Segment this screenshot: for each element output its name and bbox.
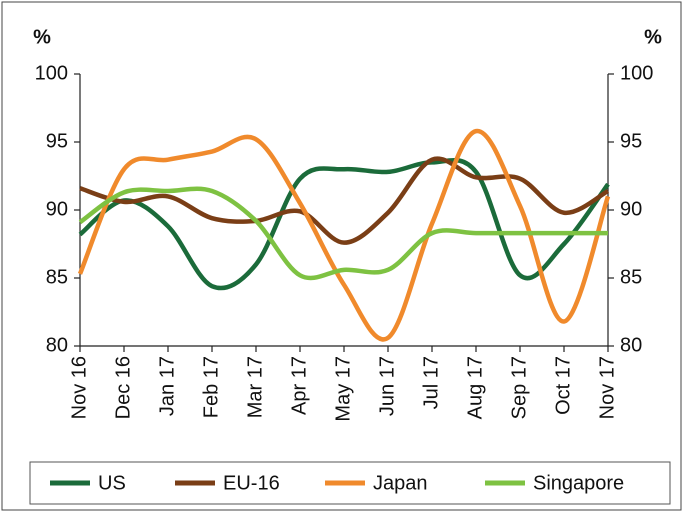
x-tick-label: Nov 16 — [68, 356, 90, 419]
legend-label: US — [98, 472, 126, 494]
x-tick-label: Jun 17 — [376, 356, 398, 416]
legend-box — [29, 461, 671, 505]
x-tick-label: Dec 16 — [112, 356, 134, 419]
y2-tick-label: 100 — [620, 62, 653, 84]
legend-label: Japan — [373, 472, 428, 494]
x-tick-label: Jan 17 — [156, 356, 178, 416]
x-tick-label: Apr 17 — [288, 356, 310, 415]
y-tick-label: 90 — [46, 198, 68, 220]
legend-label: EU-16 — [223, 472, 280, 494]
y-axis-label: % — [33, 26, 51, 48]
x-tick-label: Mar 17 — [244, 356, 266, 418]
x-tick-label: Nov 17 — [596, 356, 618, 419]
y2-axis-label: % — [644, 26, 662, 48]
line-series — [79, 156, 610, 245]
y2-tick-label: 90 — [620, 198, 642, 220]
line-series — [78, 186, 608, 281]
y-tick-label: 85 — [46, 266, 68, 288]
x-tick-label: May 17 — [332, 356, 354, 422]
x-tick-label: Aug 17 — [464, 356, 486, 419]
y-tick-label: 100 — [35, 62, 68, 84]
y2-tick-label: 80 — [620, 334, 642, 356]
y-tick-label: 80 — [46, 334, 68, 356]
line-series — [78, 157, 610, 291]
x-tick-label: Oct 17 — [552, 356, 574, 415]
x-tick-label: Sep 17 — [508, 356, 530, 419]
y-tick-label: 95 — [46, 130, 68, 152]
x-tick-label: Feb 17 — [200, 356, 222, 418]
line-series — [77, 128, 611, 342]
legend-label: Singapore — [533, 472, 624, 494]
y2-tick-label: 95 — [620, 130, 642, 152]
x-tick-label: Jul 17 — [420, 356, 442, 409]
y2-tick-label: 85 — [620, 266, 642, 288]
